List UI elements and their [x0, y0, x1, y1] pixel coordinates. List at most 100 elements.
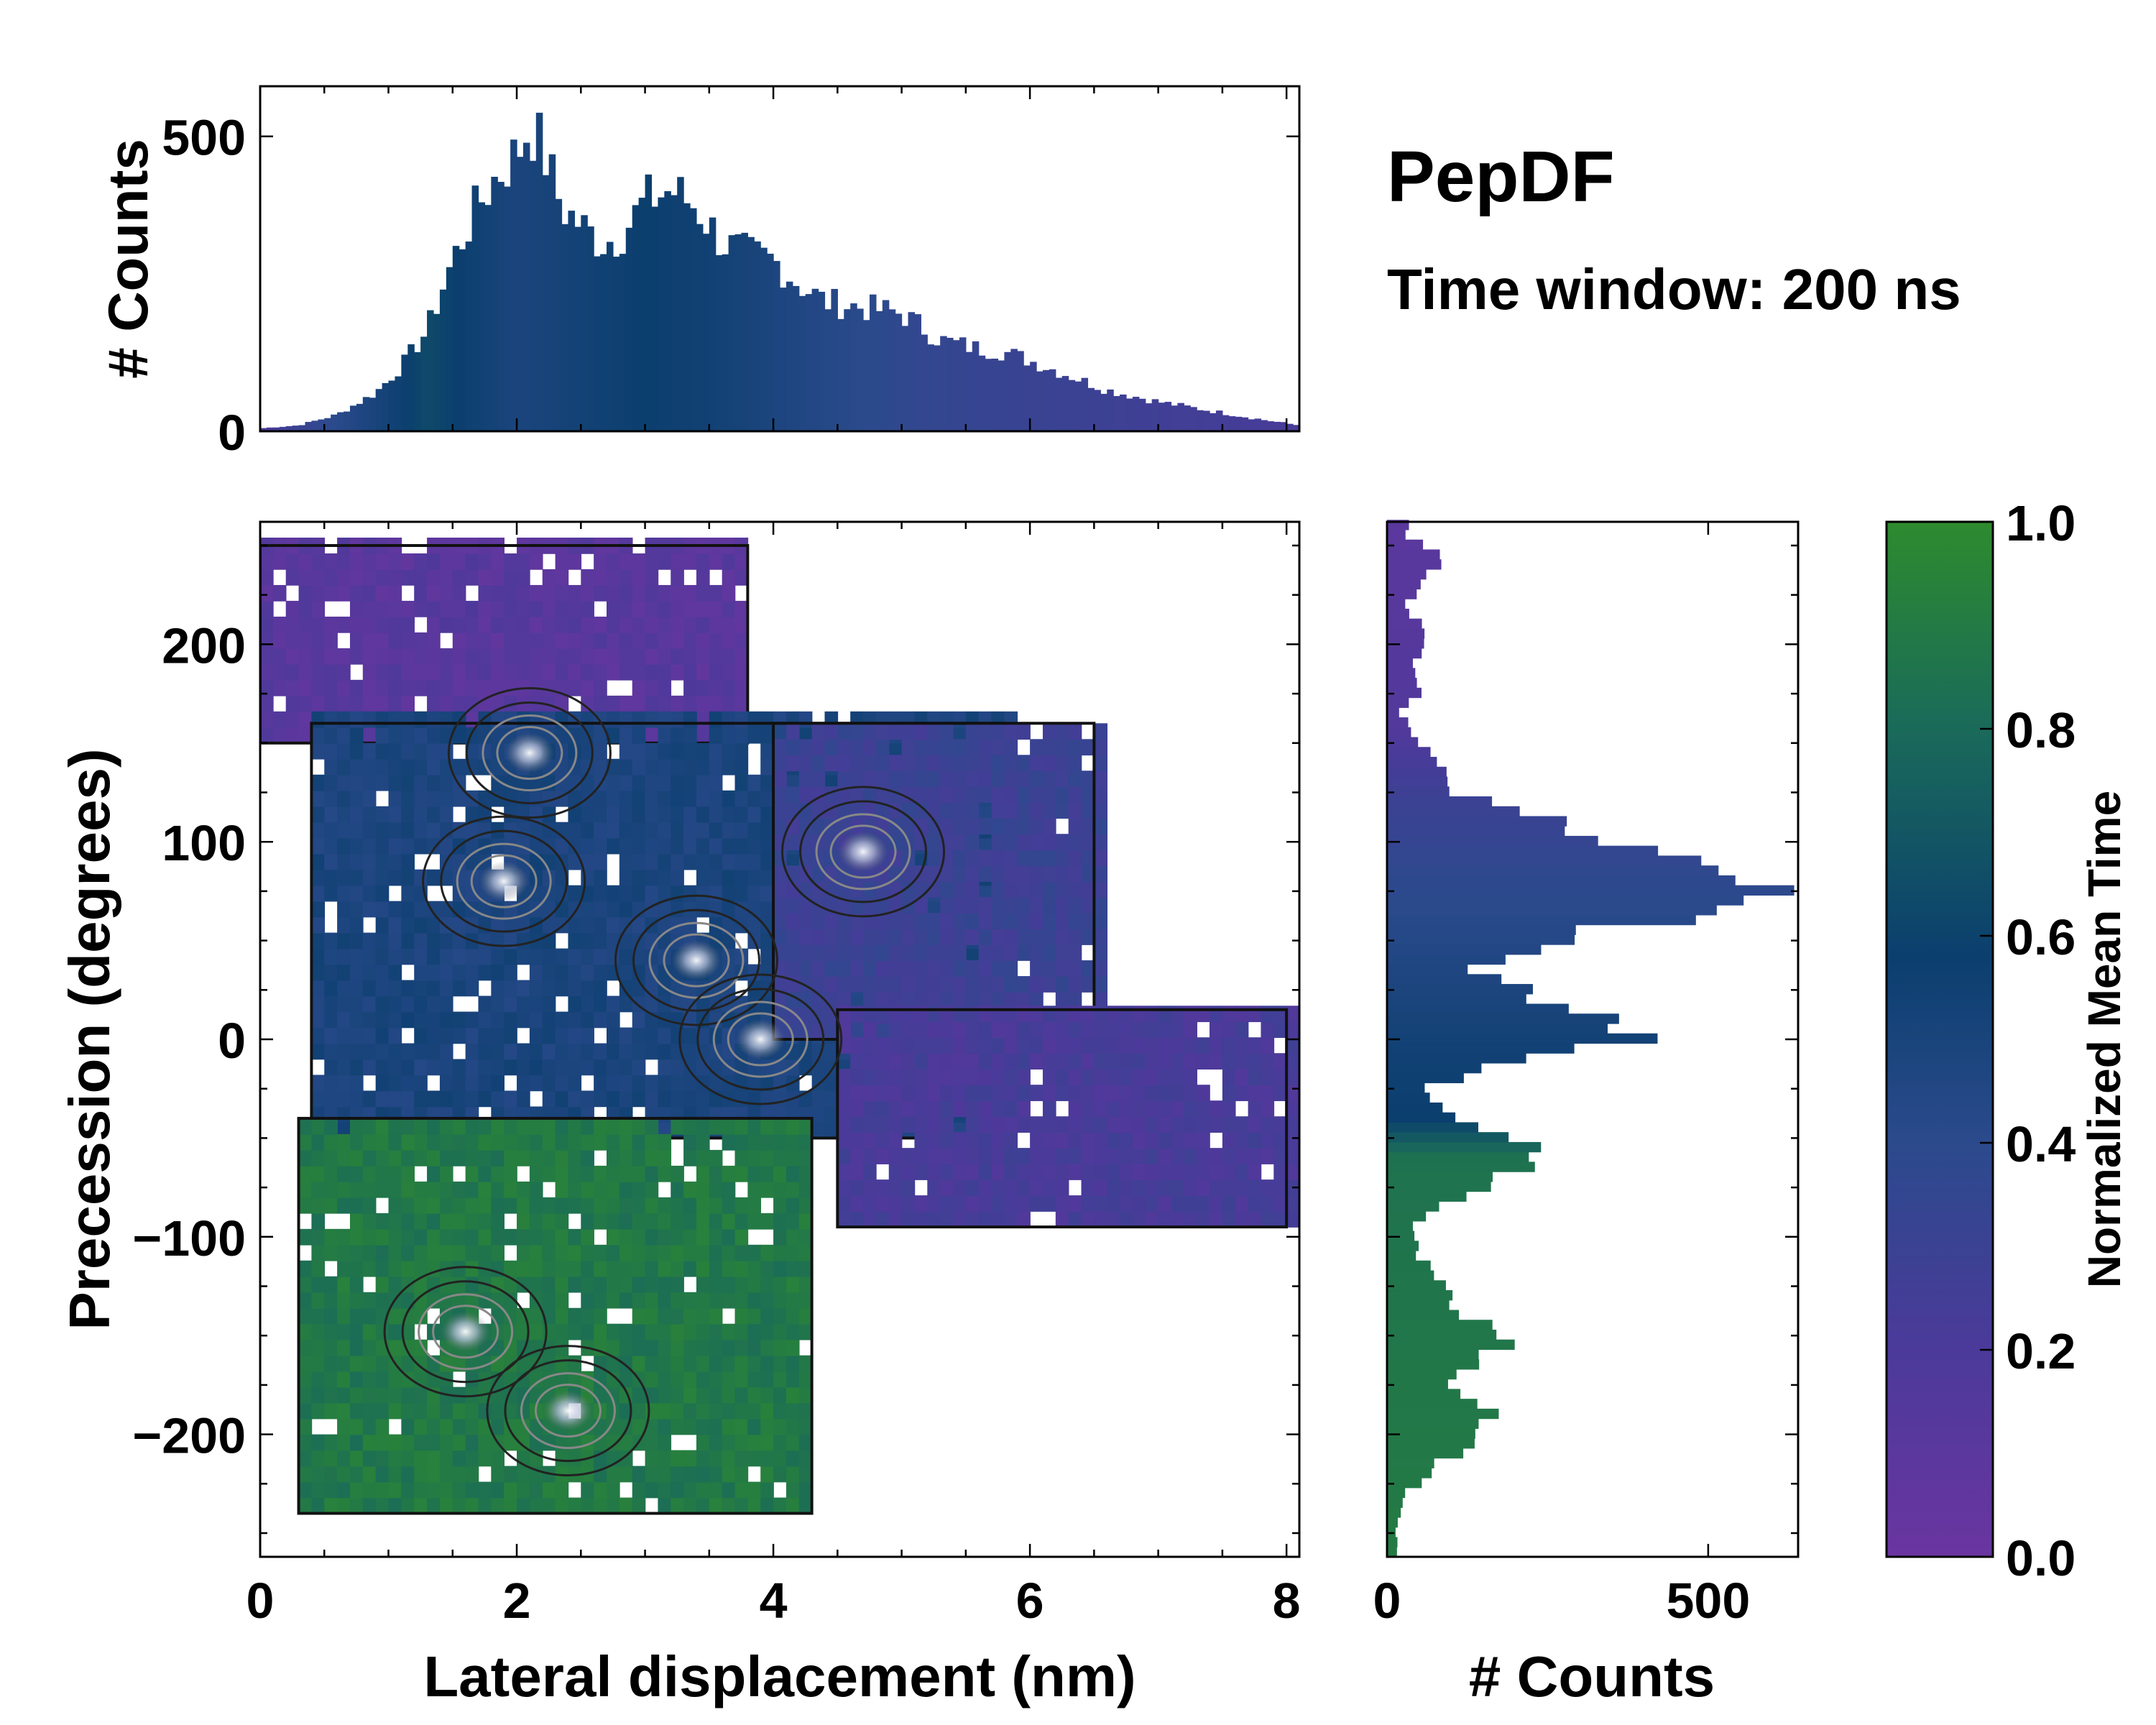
- heatmap-cell: [414, 632, 428, 649]
- top-histogram-bar: [331, 414, 338, 431]
- heatmap-cell: [542, 679, 556, 696]
- heatmap-cell: [1273, 1069, 1287, 1086]
- heatmap-cell: [1094, 834, 1108, 850]
- heatmap-cell: [940, 929, 954, 945]
- heatmap-cell: [1017, 786, 1031, 804]
- right-histogram-bar: [1387, 1251, 1416, 1261]
- heatmap-cell: [427, 1355, 441, 1372]
- heatmap-cell: [786, 881, 800, 898]
- heatmap-cell: [504, 837, 517, 855]
- heatmap-cell: [1248, 1053, 1262, 1070]
- heatmap-cell: [555, 1043, 569, 1060]
- heatmap-cell: [798, 992, 813, 1008]
- heatmap-cell: [1120, 1164, 1133, 1180]
- heatmap-cell: [337, 1323, 351, 1340]
- heatmap-cell: [671, 1481, 684, 1499]
- heatmap-cell: [1286, 1148, 1299, 1164]
- heatmap-cell: [709, 1276, 723, 1293]
- heatmap-cell: [850, 897, 864, 914]
- top-histogram-bar: [754, 241, 761, 431]
- heatmap-cell: [798, 1323, 813, 1340]
- heatmap-cell: [594, 584, 607, 602]
- heatmap-cell: [671, 600, 684, 617]
- heatmap-cell: [722, 600, 736, 617]
- heatmap-cell: [632, 695, 646, 712]
- heatmap-cell: [747, 1133, 762, 1151]
- heatmap-cell: [837, 802, 851, 819]
- top-histogram-bar: [760, 247, 768, 431]
- heatmap-cell: [709, 632, 723, 649]
- heatmap-cell: [1068, 944, 1082, 961]
- heatmap-cell: [645, 1355, 659, 1372]
- heatmap-cell: [401, 869, 415, 886]
- heatmap-cell: [722, 790, 736, 807]
- heatmap-cell: [568, 1244, 582, 1261]
- heatmap-cell: [607, 616, 620, 633]
- heatmap-cell: [298, 711, 313, 728]
- heatmap-cell: [465, 1260, 479, 1277]
- heatmap-cell: [607, 1059, 620, 1076]
- heatmap-cell: [1145, 1148, 1159, 1164]
- heatmap-cell: [722, 1355, 736, 1372]
- top-histogram-bar: [1100, 393, 1107, 431]
- heatmap-cell: [1004, 913, 1018, 929]
- heatmap-cell: [311, 569, 326, 586]
- heatmap-cell: [658, 1027, 672, 1044]
- heatmap-cell: [452, 1292, 466, 1309]
- heatmap-cell: [798, 929, 813, 945]
- heatmap-cell: [734, 1386, 749, 1404]
- heatmap-cell: [798, 913, 813, 929]
- heatmap-cell: [388, 727, 402, 744]
- heatmap-cell: [632, 1355, 646, 1372]
- heatmap-cell: [260, 695, 274, 712]
- heatmap-cell: [1248, 1195, 1262, 1212]
- heatmap-cell: [1286, 1100, 1299, 1117]
- heatmap-cell: [568, 1075, 582, 1092]
- heatmap-cell: [542, 1276, 556, 1293]
- heatmap-cell: [965, 834, 980, 850]
- heatmap-cell: [696, 995, 710, 1013]
- heatmap-cell: [401, 727, 415, 744]
- heatmap-cell: [1094, 1148, 1108, 1164]
- heatmap-cell: [901, 976, 916, 993]
- right-histogram-bar: [1387, 895, 1744, 906]
- heatmap-cell: [927, 929, 941, 945]
- heatmap-cell: [914, 802, 929, 819]
- heatmap-cell: [324, 853, 338, 870]
- heatmap-cell: [1068, 881, 1082, 898]
- heatmap-cell: [427, 1292, 441, 1309]
- top-histogram-bar: [535, 112, 543, 431]
- heatmap-cell: [1158, 1164, 1172, 1180]
- heatmap-cell: [1017, 1100, 1031, 1117]
- heatmap-cell: [901, 1069, 916, 1086]
- heatmap-cell: [311, 916, 326, 934]
- heatmap-cell: [683, 742, 697, 760]
- heatmap-cell: [465, 1450, 479, 1467]
- top-histogram-bar: [1286, 423, 1294, 431]
- heatmap-cell: [786, 1118, 800, 1135]
- heatmap-cell: [850, 929, 864, 945]
- heatmap-cell: [452, 600, 466, 617]
- heatmap-cell: [362, 1466, 377, 1483]
- heatmap-cell: [1068, 1211, 1082, 1228]
- heatmap-cell: [709, 901, 723, 918]
- heatmap-cell: [1158, 1006, 1172, 1023]
- top-histogram-bar: [382, 383, 390, 431]
- heatmap-cell: [978, 850, 992, 866]
- heatmap-cell: [504, 1260, 517, 1277]
- heatmap-cell: [1120, 1132, 1133, 1149]
- heatmap-cell: [671, 1292, 684, 1309]
- heatmap-cell: [594, 885, 607, 902]
- heatmap-cell: [1081, 786, 1095, 804]
- heatmap-cell: [927, 834, 941, 850]
- heatmap-cell: [1145, 1069, 1159, 1086]
- heatmap-cell: [1042, 897, 1056, 914]
- heatmap-cell: [529, 1497, 543, 1514]
- heatmap-cell: [349, 806, 364, 823]
- heatmap-cell: [786, 818, 800, 834]
- heatmap-cell: [401, 1181, 415, 1198]
- heatmap-cell: [658, 600, 672, 617]
- heatmap-cell: [298, 600, 313, 617]
- heatmap-cell: [734, 663, 749, 681]
- heatmap-cell: [594, 1213, 607, 1230]
